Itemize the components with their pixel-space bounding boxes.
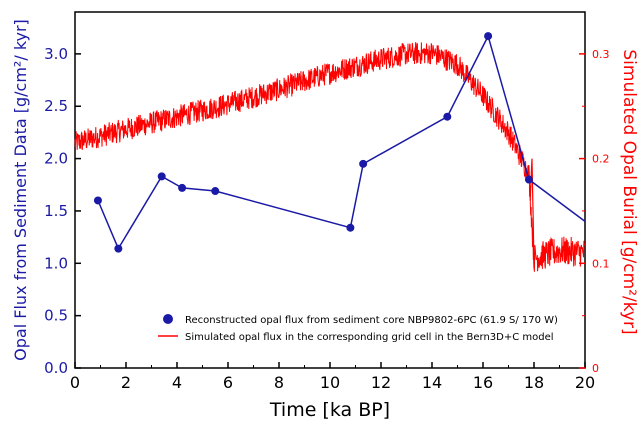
- x-tick-label: 12: [371, 373, 391, 392]
- reconstructed-point: [359, 159, 368, 168]
- x-tick-label: 18: [524, 373, 544, 392]
- reconstructed-point: [211, 187, 220, 196]
- x-axis-ticks: 0 2 4 6 8 10 12 14 16 18 20: [70, 362, 595, 392]
- x-tick-label: 6: [223, 373, 233, 392]
- reconstructed-point: [484, 32, 493, 41]
- left-tick-label: 0.5: [44, 307, 68, 325]
- x-tick-label: 8: [274, 373, 284, 392]
- x-tick-label: 4: [172, 373, 182, 392]
- right-tick-label: 0.1: [592, 257, 610, 270]
- reconstructed-series: [93, 32, 586, 253]
- right-tick-label: 0.2: [592, 153, 610, 166]
- right-axis-label: Simulated Opal Burial [g/cm²/kyr]: [619, 49, 638, 334]
- x-axis-label: Time [ka BP]: [269, 399, 390, 421]
- x-tick-label: 10: [320, 373, 340, 392]
- reconstructed-point: [346, 223, 355, 232]
- legend: Reconstructed opal flux from sediment co…: [158, 314, 558, 343]
- reconstructed-point: [524, 175, 533, 184]
- reconstructed-point: [114, 244, 123, 253]
- x-tick-label: 2: [121, 373, 131, 392]
- simulated-line: [74, 41, 586, 272]
- left-tick-label: 3.0: [44, 45, 68, 63]
- reconstructed-point: [93, 196, 102, 205]
- reconstructed-point: [178, 183, 187, 192]
- x-tick-label: 14: [422, 373, 442, 392]
- x-tick-label: 16: [473, 373, 493, 392]
- simulated-series: [74, 41, 586, 272]
- reconstructed-point: [157, 172, 166, 181]
- left-axis-label: Opal Flux from Sediment Data [g/cm²/ kyr…: [11, 19, 30, 361]
- right-axis-ticks: 0 0.1 0.2 0.3: [579, 48, 610, 375]
- left-tick-label: 0.0: [44, 359, 68, 377]
- right-tick-label: 0: [592, 362, 599, 375]
- left-axis-ticks: 0.0 0.5 1.0 1.5 2.0 2.5 3.0: [44, 45, 81, 377]
- legend-label-simulated: Simulated opal flux in the corresponding…: [185, 332, 554, 343]
- left-tick-label: 1.0: [44, 254, 68, 272]
- right-tick-label: 0.3: [592, 48, 610, 61]
- left-tick-label: 1.5: [44, 202, 68, 220]
- left-tick-label: 2.5: [44, 97, 68, 115]
- x-tick-label: 0: [70, 373, 80, 392]
- legend-label-reconstructed: Reconstructed opal flux from sediment co…: [185, 315, 558, 326]
- x-tick-label: 20: [575, 373, 595, 392]
- legend-marker-reconstructed: [163, 314, 173, 324]
- left-tick-label: 2.0: [44, 150, 68, 168]
- reconstructed-point: [443, 112, 452, 121]
